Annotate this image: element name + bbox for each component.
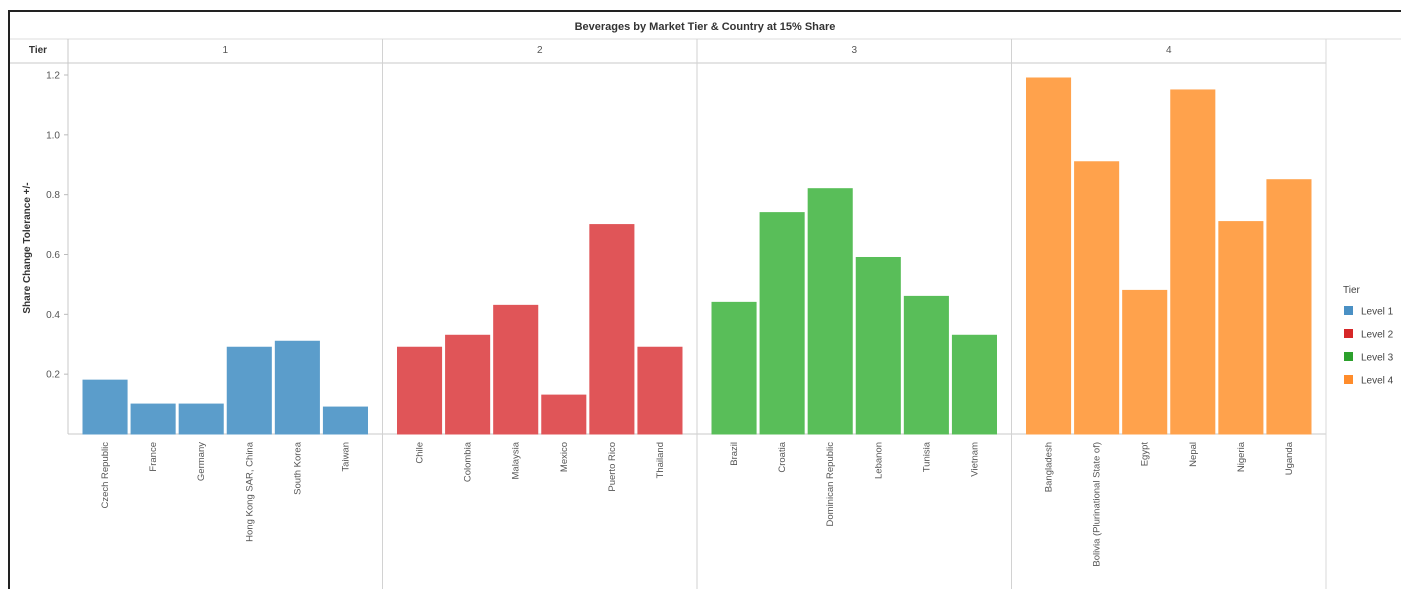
chart-frame (8, 10, 1401, 589)
panel-header-label: 3 (851, 45, 857, 56)
bar[interactable] (130, 403, 176, 435)
legend-title: Tier (1343, 285, 1361, 296)
bar[interactable] (493, 304, 539, 435)
tier-panels: 1 Czech Republic France Germany Hong Kong SA… (82, 39, 1312, 589)
bar[interactable] (637, 346, 683, 435)
legend-swatch (1344, 375, 1353, 384)
bar[interactable] (1170, 89, 1216, 435)
legend-item-label: Level 2 (1361, 330, 1394, 341)
x-tick-label: Czech Republic (100, 442, 111, 509)
x-tick-label: Egypt (1140, 442, 1151, 467)
x-tick-label: Puerto Rico (607, 442, 618, 492)
x-tick-label: Colombia (463, 441, 474, 482)
x-tick-label: Nigeria (1236, 441, 1247, 472)
x-tick-label: Taiwan (340, 442, 351, 472)
bar[interactable] (445, 334, 491, 435)
legend: Level 1 Level 2 Level 3 Level 4 (1344, 306, 1394, 387)
bar[interactable] (322, 406, 368, 435)
bar[interactable] (1026, 77, 1072, 435)
tier-column-header: Tier (29, 45, 47, 56)
bar[interactable] (1122, 289, 1168, 435)
bar[interactable] (82, 379, 128, 435)
tier-panel-2: 2 Chile Colombia Malaysia Mexico Puerto Rico T… (382, 39, 683, 589)
bar[interactable] (397, 346, 443, 435)
legend-swatch (1344, 352, 1353, 361)
x-tick-label: Thailand (655, 442, 666, 478)
legend-item-label: Level 1 (1361, 307, 1394, 318)
bar[interactable] (807, 188, 853, 435)
x-tick-label: Tunisia (921, 441, 932, 472)
y-tick-label: 1.0 (46, 130, 60, 141)
y-axis: 0.2 0.4 0.6 0.8 1.0 1.2 (46, 71, 68, 381)
x-tick-label: Brazil (729, 442, 740, 466)
bar[interactable] (1074, 161, 1120, 435)
x-tick-label: South Korea (292, 441, 303, 495)
legend-swatch (1344, 329, 1353, 338)
x-tick-label: Vietnam (969, 442, 980, 477)
bar[interactable] (178, 403, 224, 435)
y-tick-label: 0.2 (46, 370, 60, 381)
legend-item-label: Level 3 (1361, 353, 1394, 364)
bar[interactable] (226, 346, 272, 435)
x-tick-label: Lebanon (873, 442, 884, 479)
bar[interactable] (274, 340, 320, 435)
y-tick-label: 0.4 (46, 310, 60, 321)
y-tick-label: 1.2 (46, 71, 60, 82)
panel-header-label: 4 (1166, 45, 1172, 56)
y-tick-label: 0.6 (46, 250, 60, 261)
bar[interactable] (951, 334, 998, 435)
bar[interactable] (541, 394, 587, 435)
y-axis-label: Share Change Tolerance +/- (22, 182, 33, 313)
tier-panel-3: 3 Brazil Croatia Dominican Republic Lebanon T… (696, 39, 998, 589)
x-tick-label: Hong Kong SAR, China (244, 441, 255, 542)
x-tick-label: Malaysia (511, 441, 522, 479)
bar[interactable] (711, 301, 757, 435)
bar[interactable] (855, 256, 901, 435)
bar[interactable] (1266, 179, 1312, 435)
legend-swatch (1344, 306, 1353, 315)
panel-header-label: 2 (537, 45, 543, 56)
x-tick-label: Chile (415, 442, 426, 464)
legend-item-label: Level 4 (1361, 376, 1394, 387)
x-tick-label: Germany (196, 442, 207, 481)
x-tick-label: Uganda (1284, 441, 1295, 475)
x-tick-label: Nepal (1188, 442, 1199, 467)
x-tick-label: Bolivia (Plurinational State of) (1092, 442, 1103, 567)
x-tick-label: Dominican Republic (825, 442, 836, 527)
chart-title: Beverages by Market Tier & Country at 15… (575, 21, 836, 33)
bar[interactable] (759, 212, 805, 435)
bar[interactable] (1218, 221, 1264, 435)
x-tick-label: Croatia (777, 441, 788, 472)
tier-panel-1: 1 Czech Republic France Germany Hong Kong SA… (82, 45, 368, 542)
x-tick-label: Bangladesh (1044, 442, 1055, 492)
x-tick-label: France (148, 442, 159, 472)
y-tick-label: 0.8 (46, 190, 60, 201)
panel-header-label: 1 (222, 45, 228, 56)
bar[interactable] (903, 295, 949, 435)
tier-panel-4: 4 Bangladesh Bolivia (Plurinational State … (1011, 39, 1312, 589)
x-tick-label: Mexico (559, 442, 570, 472)
bar[interactable] (589, 224, 635, 435)
